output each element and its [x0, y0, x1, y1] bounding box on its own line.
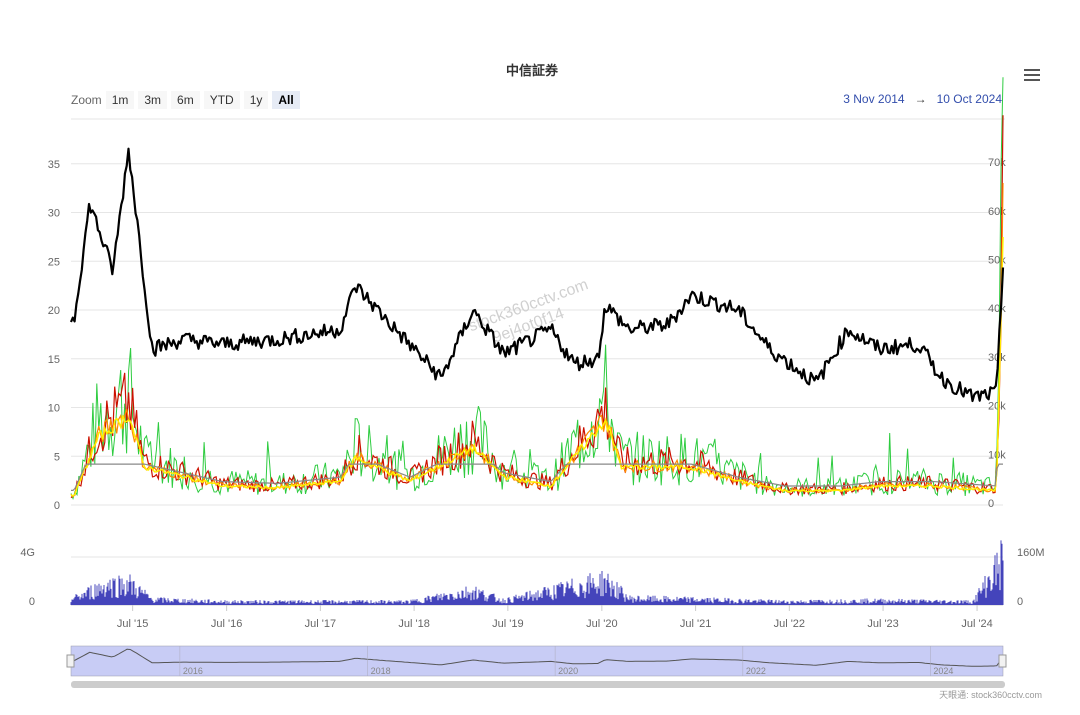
volume-series [70, 540, 1004, 605]
x-axis: Jul '15 Jul '16 Jul '17 Jul '18 Jul '19 Jul '… [117, 605, 993, 630]
oscillator-series [70, 77, 1004, 501]
chart-title: 中信証券 [506, 63, 559, 78]
volume-bars [70, 540, 1004, 605]
y-right-tick-label: 50k [988, 255, 1006, 267]
date-range: 3 Nov 2014 → 10 Oct 2024 [843, 92, 1002, 106]
y-left-tick-label: 5 [54, 451, 60, 463]
x-tick-label: Jul '22 [774, 618, 805, 630]
y-left-tick-label: 35 [48, 159, 60, 171]
date-range-arrow: → [914, 92, 927, 106]
zoom-1y-button[interactable]: 1y [243, 91, 269, 109]
x-tick-label: Jul '15 [117, 618, 148, 630]
navigator-tick-label: 2020 [558, 666, 578, 676]
zoom-6m-button[interactable]: 6m [171, 91, 200, 109]
volume-tick-label: 160M [1017, 547, 1045, 559]
navigator-tick-label: 2022 [746, 666, 766, 676]
y-left-tick-label: 20 [48, 305, 60, 317]
navigator-scrollbar [71, 681, 1005, 688]
y-left-tick-label: 25 [48, 256, 60, 268]
x-tick-label: Jul '16 [211, 618, 242, 630]
price-line [69, 147, 1005, 403]
date-from-input[interactable]: 3 Nov 2014 [843, 92, 905, 106]
y-left-tick-label: 15 [48, 354, 60, 366]
oscillator-green-line [70, 77, 1004, 501]
y-right-tick-label: 70k [988, 157, 1006, 169]
y-left-tick-label: 0 [54, 500, 60, 512]
date-to-input[interactable]: 10 Oct 2024 [936, 92, 1002, 106]
y-left-tick-label: 30 [48, 208, 60, 220]
x-tick-label: Jul '23 [867, 618, 898, 630]
x-tick-label: Jul '24 [961, 618, 992, 630]
navigator[interactable]: 2016 2018 2020 2022 2024 [66, 645, 1007, 688]
volume-tick-label: 0 [1017, 596, 1023, 608]
hamburger-menu-icon[interactable] [1024, 69, 1040, 83]
oscillator-grey-line [71, 463, 1003, 491]
zoom-1m-button[interactable]: 1m [105, 91, 135, 109]
x-tick-label: Jul '19 [492, 618, 523, 630]
zoom-all-button[interactable]: All [272, 91, 300, 109]
navigator-handle [998, 654, 1007, 668]
navigator-line [71, 648, 1004, 667]
navigator-tick-label: 2024 [933, 666, 953, 676]
zoom-ytd-button[interactable]: YTD [203, 91, 240, 109]
zoom-label: Zoom [71, 93, 102, 107]
navigator-handle [66, 654, 75, 668]
oscillator-yellow-line [70, 236, 1004, 497]
y-left-tick-label: 10 [48, 403, 60, 415]
volume-tick-label: 4G [20, 547, 35, 559]
volume-tick-label: 0 [29, 596, 35, 608]
y-right-tick-label: 40k [988, 303, 1006, 315]
zoom-3m-button[interactable]: 3m [138, 91, 168, 109]
y-axis-left: 0 5 10 15 20 25 30 35 0 4G 0 160M [20, 159, 1044, 608]
credit-text: 天眼通: stock360cctv.com [939, 690, 1042, 700]
x-tick-label: Jul '18 [398, 618, 429, 630]
y-right-tick-label: 20k [988, 401, 1006, 413]
navigator-tick-label: 2018 [371, 666, 391, 676]
zoom-controls: Zoom 1m 3m 6m YTD 1y All [71, 91, 304, 109]
y-right-tick-label: 60k [988, 206, 1006, 218]
x-tick-label: Jul '17 [305, 618, 336, 630]
y-right-tick-label: 0 [988, 498, 994, 510]
x-tick-label: Jul '20 [586, 618, 617, 630]
navigator-tick-label: 2016 [183, 666, 203, 676]
grid-lines [71, 118, 1005, 606]
x-tick-label: Jul '21 [680, 618, 711, 630]
navigator-selection [70, 645, 1004, 677]
price-series [69, 147, 1005, 403]
